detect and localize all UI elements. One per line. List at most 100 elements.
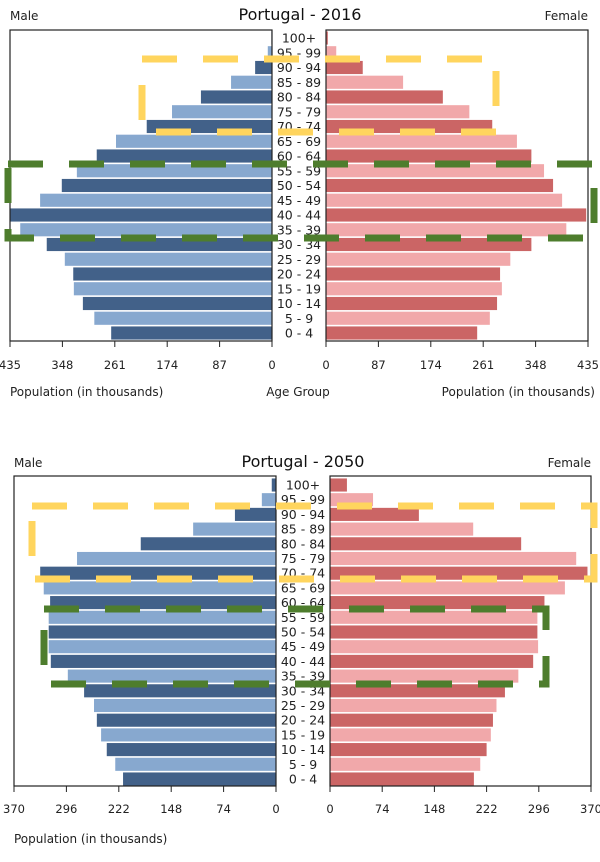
tick-label: 0 bbox=[268, 358, 275, 372]
male-bar-45-49 bbox=[40, 193, 272, 207]
tick-label: 296 bbox=[528, 802, 550, 816]
female-bar-100plus bbox=[330, 478, 347, 492]
male-bar-30-34 bbox=[84, 684, 277, 698]
female-bar-65-69 bbox=[326, 134, 517, 148]
male-bar-60-64 bbox=[96, 149, 272, 163]
male-bar-45-49 bbox=[48, 640, 276, 654]
age-label: 80 - 84 bbox=[281, 536, 325, 551]
tick-label: 174 bbox=[156, 358, 178, 372]
male-bar-55-59 bbox=[48, 610, 276, 624]
age-label: 5 - 9 bbox=[285, 311, 313, 326]
female-label: Female bbox=[548, 456, 591, 470]
age-label: 80 - 84 bbox=[277, 90, 321, 105]
tick-label: 0 bbox=[326, 802, 333, 816]
tick-label: 435 bbox=[0, 358, 21, 372]
male-bar-55-59 bbox=[76, 164, 273, 178]
male-bar-90-94 bbox=[255, 60, 272, 75]
male-bar-20-24 bbox=[96, 713, 276, 727]
age-label: 25 - 29 bbox=[281, 698, 325, 713]
female-bar-55-59 bbox=[330, 610, 538, 624]
female-bar-65-69 bbox=[330, 581, 565, 595]
pyramid-2050: Portugal - 2050 Male Female 0 - 45 - 910… bbox=[3, 452, 600, 846]
tick-label: 435 bbox=[577, 358, 599, 372]
chart-title: Portugal - 2016 bbox=[239, 5, 362, 24]
tick-label: 174 bbox=[420, 358, 442, 372]
tick-label: 148 bbox=[160, 802, 182, 816]
male-bar-0-4 bbox=[123, 772, 276, 786]
female-bar-75-79 bbox=[330, 551, 577, 566]
age-label: 65 - 69 bbox=[277, 134, 321, 149]
tick-label: 348 bbox=[525, 358, 547, 372]
x-axis-label-right: Population (in thousands) bbox=[442, 385, 595, 399]
age-label: 55 - 59 bbox=[281, 610, 325, 625]
female-bar-45-49 bbox=[330, 640, 539, 654]
female-bar-85-89 bbox=[326, 75, 404, 89]
age-label: 10 - 14 bbox=[281, 742, 325, 757]
age-label: 75 - 79 bbox=[281, 551, 325, 566]
male-label: Male bbox=[14, 456, 42, 470]
age-label: 100+ bbox=[286, 478, 320, 493]
female-bar-10-14 bbox=[330, 743, 487, 757]
female-bar-85-89 bbox=[330, 522, 474, 536]
female-bar-45-49 bbox=[326, 193, 563, 207]
male-bars bbox=[10, 31, 273, 340]
male-bar-25-29 bbox=[64, 252, 272, 266]
age-label: 5 - 9 bbox=[289, 757, 317, 772]
female-bar-80-84 bbox=[330, 537, 522, 551]
age-label: 20 - 24 bbox=[281, 713, 325, 728]
age-label: 35 - 39 bbox=[277, 222, 321, 237]
tick-label: 222 bbox=[476, 802, 498, 816]
female-plot-frame bbox=[325, 29, 589, 342]
x-axis-label-left: Population (in thousands) bbox=[10, 385, 163, 399]
female-bar-35-39 bbox=[326, 223, 567, 237]
female-bar-15-19 bbox=[330, 728, 491, 742]
female-bar-40-44 bbox=[326, 208, 587, 222]
female-bars bbox=[326, 31, 587, 340]
age-label: 0 - 4 bbox=[289, 772, 317, 787]
center-axis-label: Age Group bbox=[266, 385, 330, 399]
age-label: 55 - 59 bbox=[277, 163, 321, 178]
tick-label: 74 bbox=[216, 802, 231, 816]
tick-label: 296 bbox=[55, 802, 77, 816]
age-label: 40 - 44 bbox=[277, 208, 321, 223]
pyramid-2016: Portugal - 2016 Male Female 0 - 45 - 910… bbox=[0, 5, 599, 399]
female-bar-90-94 bbox=[330, 507, 419, 521]
female-bars bbox=[330, 478, 588, 786]
female-bar-10-14 bbox=[326, 296, 498, 311]
male-bar-95-99 bbox=[267, 46, 272, 60]
female-bar-15-19 bbox=[326, 282, 502, 296]
age-label: 15 - 19 bbox=[277, 281, 321, 296]
female-plot-frame bbox=[329, 475, 592, 787]
yellow-highlight-box bbox=[28, 502, 598, 583]
age-label: 100+ bbox=[282, 31, 316, 46]
male-bar-50-54 bbox=[61, 178, 273, 193]
highlight-annotations bbox=[28, 502, 598, 688]
tick-label: 0 bbox=[322, 358, 329, 372]
female-bar-20-24 bbox=[330, 713, 493, 727]
female-bar-40-44 bbox=[330, 654, 534, 668]
male-bar-75-79 bbox=[77, 551, 276, 566]
age-label: 0 - 4 bbox=[285, 326, 313, 341]
tick-label: 222 bbox=[108, 802, 130, 816]
male-bar-25-29 bbox=[94, 698, 277, 713]
tick-label: 370 bbox=[3, 802, 25, 816]
male-bar-75-79 bbox=[172, 105, 272, 119]
male-bar-10-14 bbox=[82, 296, 272, 311]
age-label: 65 - 69 bbox=[281, 580, 325, 595]
tick-label: 0 bbox=[272, 802, 279, 816]
female-bar-100plus bbox=[326, 31, 328, 45]
tick-label: 261 bbox=[472, 358, 494, 372]
tick-label: 74 bbox=[375, 802, 390, 816]
male-bar-100plus bbox=[271, 478, 276, 492]
age-label: 45 - 49 bbox=[277, 193, 321, 208]
male-bar-80-84 bbox=[140, 537, 276, 551]
female-bar-30-34 bbox=[330, 684, 505, 698]
x-ticks: 0 0 87 87 174 174 261 261 348 348 435 435 bbox=[0, 341, 599, 372]
male-bar-20-24 bbox=[73, 267, 272, 281]
male-bar-90-94 bbox=[234, 507, 276, 521]
male-plot-frame bbox=[13, 475, 277, 787]
male-label: Male bbox=[10, 9, 38, 23]
age-label: 45 - 49 bbox=[281, 639, 325, 654]
age-label: 90 - 94 bbox=[277, 60, 321, 75]
tick-label: 370 bbox=[580, 802, 600, 816]
